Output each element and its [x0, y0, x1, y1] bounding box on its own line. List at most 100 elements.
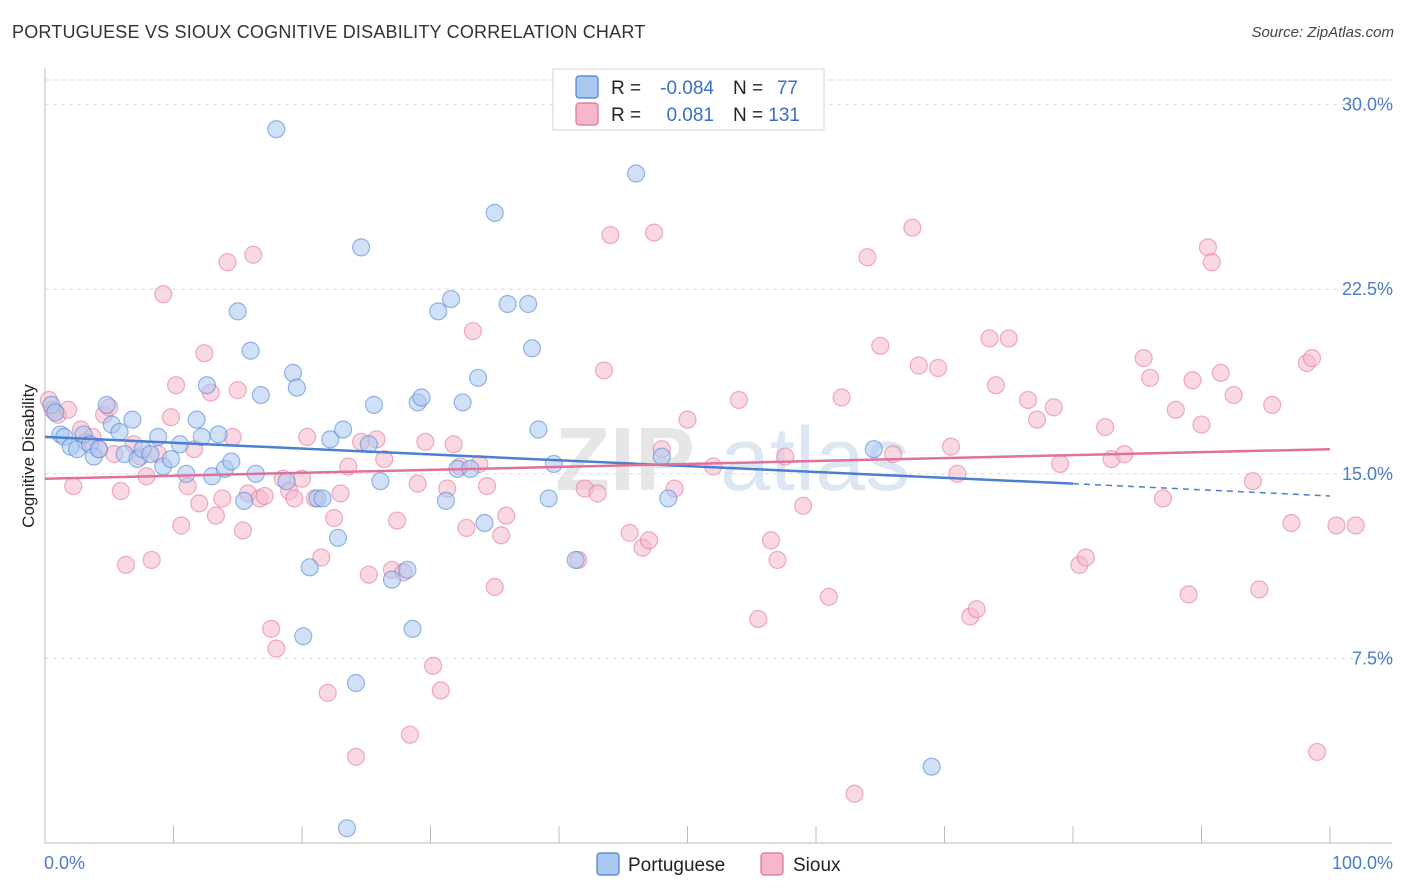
sioux-point-115 [1096, 417, 1115, 437]
x-tick-label-0: 0.0% [44, 853, 85, 873]
sioux-point-106 [980, 329, 999, 348]
sioux-point-59 [400, 725, 420, 744]
sioux-point-42 [285, 489, 304, 508]
portuguese-point-67 [519, 294, 538, 314]
legend-swatch-portuguese [575, 75, 599, 99]
sioux-point-48 [325, 509, 344, 528]
sioux-point-137 [1346, 516, 1365, 535]
portuguese-point-46 [337, 819, 357, 838]
sioux-point-44 [298, 427, 317, 446]
sioux-point-89 [761, 531, 781, 550]
sioux-point-127 [1211, 363, 1230, 382]
portuguese-point-53 [398, 560, 417, 579]
sioux-point-32 [228, 381, 247, 400]
portuguese-point-42 [313, 489, 332, 508]
sioux-point-111 [1044, 398, 1063, 417]
legend-n-value-sioux: 131 [768, 105, 800, 126]
sioux-point-61 [416, 432, 435, 451]
sioux-point-88 [749, 609, 768, 629]
sioux-point-51 [346, 747, 366, 766]
sioux-point-81 [639, 531, 659, 550]
sioux-point-72 [492, 526, 511, 545]
legend-n-label-portuguese: N = [733, 78, 763, 99]
sioux-point-76 [588, 484, 607, 503]
sioux-point-4 [64, 477, 83, 496]
portuguese-points [42, 120, 941, 838]
portuguese-trend-line [44, 435, 1074, 485]
grid [45, 79, 1392, 659]
sioux-point-25 [190, 494, 209, 513]
portuguese-point-51 [371, 472, 390, 491]
sioux-point-135 [1308, 742, 1327, 762]
sioux-point-132 [1282, 513, 1301, 533]
sioux-point-49 [331, 484, 350, 503]
sioux-point-123 [1183, 371, 1202, 390]
sioux-point-28 [206, 506, 226, 525]
legend-n-label-sioux: N = [733, 105, 763, 126]
sioux-point-63 [431, 681, 450, 700]
portuguese-point-58 [436, 491, 456, 510]
portuguese-point-45 [334, 420, 353, 439]
bottom-legend-swatch-portuguese [596, 852, 620, 876]
sioux-trend-line [44, 447, 1331, 480]
portuguese-point-71 [544, 454, 563, 474]
sioux-point-102 [941, 437, 961, 456]
portuguese-point-17 [141, 445, 160, 464]
sioux-point-12 [111, 481, 130, 501]
bottom-legend-swatch-sioux [760, 852, 784, 876]
portuguese-point-57 [429, 302, 448, 321]
sioux-point-29 [213, 489, 232, 508]
portuguese-point-74 [652, 447, 671, 466]
portuguese-point-38 [287, 378, 306, 397]
sioux-point-101 [928, 358, 948, 378]
sioux-point-94 [832, 388, 851, 407]
sioux-point-38 [262, 619, 281, 638]
portuguese-point-73 [626, 164, 646, 183]
sioux-point-53 [359, 565, 378, 584]
y-tick-label-3: 30.0% [1342, 95, 1393, 115]
sioux-point-128 [1224, 385, 1243, 405]
sioux-point-112 [1051, 454, 1070, 474]
portuguese-trend-extension [1072, 482, 1331, 497]
sioux-point-20 [161, 408, 181, 427]
legend-r-label-sioux: R = [611, 105, 641, 126]
portuguese-point-25 [197, 376, 217, 395]
portuguese-point-27 [209, 425, 228, 444]
portuguese-point-68 [522, 339, 542, 358]
bottom-legend-label-portuguese: Portuguese [628, 855, 725, 876]
x-tick-label-1: 100.0% [1332, 853, 1393, 873]
bottom-legend-label-sioux: Sioux [793, 855, 841, 876]
sioux-point-82 [644, 223, 664, 242]
sioux-point-110 [1027, 410, 1047, 429]
portuguese-point-40 [300, 558, 319, 577]
portuguese-point-14 [123, 410, 142, 429]
sioux-point-68 [463, 321, 483, 341]
portuguese-point-22 [177, 464, 196, 483]
sioux-point-95 [845, 784, 864, 803]
sioux-point-130 [1250, 580, 1269, 599]
sioux-point-37 [255, 486, 274, 506]
sioux-point-131 [1263, 395, 1282, 414]
portuguese-point-61 [453, 393, 472, 412]
portuguese-point-69 [529, 420, 548, 439]
sioux-point-114 [1076, 548, 1095, 567]
sioux-point-90 [768, 550, 787, 570]
portuguese-point-70 [539, 489, 558, 508]
portuguese-point-76 [864, 440, 883, 459]
y-tick-label-2: 22.5% [1342, 279, 1393, 299]
sioux-point-21 [166, 376, 186, 395]
sioux-point-92 [794, 496, 813, 515]
portuguese-point-48 [352, 238, 371, 257]
legend-swatch-sioux [575, 102, 599, 126]
sioux-point-126 [1202, 253, 1221, 272]
portuguese-point-63 [468, 368, 488, 387]
legend-bottom: Portuguese Sioux [596, 852, 841, 876]
portuguese-point-75 [659, 489, 678, 508]
sioux-point-85 [678, 410, 697, 429]
portuguese-point-65 [485, 203, 504, 223]
portuguese-point-29 [222, 452, 241, 471]
sioux-point-73 [497, 506, 516, 525]
sioux-point-120 [1153, 489, 1173, 508]
portuguese-point-35 [267, 120, 286, 139]
